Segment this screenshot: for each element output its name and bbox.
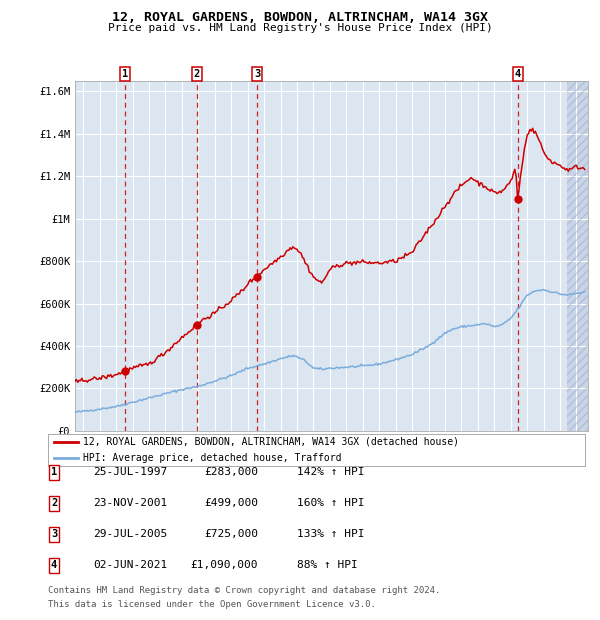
Text: 4: 4 — [515, 69, 521, 79]
Text: 29-JUL-2005: 29-JUL-2005 — [93, 529, 167, 539]
Text: Price paid vs. HM Land Registry's House Price Index (HPI): Price paid vs. HM Land Registry's House … — [107, 23, 493, 33]
Text: 3: 3 — [51, 529, 57, 539]
Text: 02-JUN-2021: 02-JUN-2021 — [93, 560, 167, 570]
Text: 160% ↑ HPI: 160% ↑ HPI — [297, 498, 365, 508]
Text: 12, ROYAL GARDENS, BOWDON, ALTRINCHAM, WA14 3GX (detached house): 12, ROYAL GARDENS, BOWDON, ALTRINCHAM, W… — [83, 436, 459, 447]
Text: HPI: Average price, detached house, Trafford: HPI: Average price, detached house, Traf… — [83, 453, 341, 463]
Text: £1,090,000: £1,090,000 — [191, 560, 258, 570]
Bar — [567, 81, 600, 431]
Text: 142% ↑ HPI: 142% ↑ HPI — [297, 467, 365, 477]
Text: 25-JUL-1997: 25-JUL-1997 — [93, 467, 167, 477]
Text: 23-NOV-2001: 23-NOV-2001 — [93, 498, 167, 508]
Text: This data is licensed under the Open Government Licence v3.0.: This data is licensed under the Open Gov… — [48, 600, 376, 609]
Text: 1: 1 — [51, 467, 57, 477]
Text: 1: 1 — [122, 69, 128, 79]
Text: 4: 4 — [51, 560, 57, 570]
Text: 133% ↑ HPI: 133% ↑ HPI — [297, 529, 365, 539]
Text: £499,000: £499,000 — [204, 498, 258, 508]
Text: Contains HM Land Registry data © Crown copyright and database right 2024.: Contains HM Land Registry data © Crown c… — [48, 586, 440, 595]
Text: 2: 2 — [51, 498, 57, 508]
Text: 88% ↑ HPI: 88% ↑ HPI — [297, 560, 358, 570]
Text: 12, ROYAL GARDENS, BOWDON, ALTRINCHAM, WA14 3GX: 12, ROYAL GARDENS, BOWDON, ALTRINCHAM, W… — [112, 11, 488, 24]
Text: 3: 3 — [254, 69, 260, 79]
Text: £283,000: £283,000 — [204, 467, 258, 477]
Text: £725,000: £725,000 — [204, 529, 258, 539]
Bar — [567, 81, 600, 431]
Text: 2: 2 — [194, 69, 200, 79]
